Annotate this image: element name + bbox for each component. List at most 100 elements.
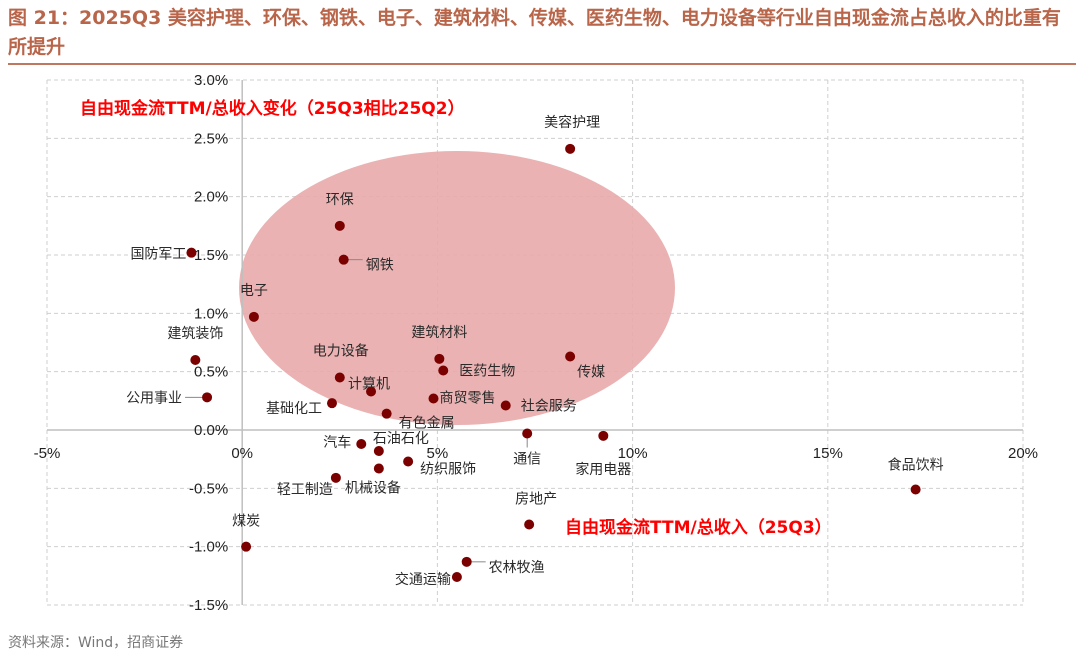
data-point	[381, 408, 392, 419]
source-note: 资料来源：Wind，招商证券	[8, 635, 184, 651]
data-point-group: 房地产	[515, 492, 557, 530]
data-point-group: 家用电器	[575, 430, 631, 478]
data-point	[366, 386, 377, 397]
y-tick-label: -1.0%	[189, 539, 228, 556]
data-label: 煤炭	[232, 514, 260, 530]
x-tick-label: 15%	[813, 445, 843, 462]
data-point	[334, 372, 345, 383]
data-label: 社会服务	[521, 399, 577, 415]
data-label: 通信	[513, 452, 541, 468]
data-point-group: 建筑材料	[411, 325, 467, 364]
data-label: 建筑装饰	[167, 326, 223, 342]
data-point-group: 传媒	[565, 351, 605, 381]
data-label: 汽车	[323, 434, 351, 451]
data-label: 美容护理	[544, 114, 600, 131]
data-point-group: 商贸零售	[428, 391, 495, 407]
data-point	[330, 472, 341, 483]
data-point-group: 计算机	[348, 377, 390, 397]
data-label: 医药生物	[459, 364, 515, 380]
data-label: 国防军工	[130, 247, 186, 263]
data-point	[248, 311, 259, 322]
highlight-ellipse	[239, 151, 675, 425]
data-point-group: 机械设备	[345, 463, 401, 497]
y-tick-label: -0.5%	[189, 480, 228, 497]
data-label: 电力设备	[313, 343, 369, 360]
data-point	[373, 463, 384, 474]
data-label: 传媒	[577, 365, 605, 381]
data-point	[524, 519, 535, 530]
data-point-group: 交通运输	[395, 571, 462, 588]
data-point-group: 纺织服饰	[403, 456, 476, 478]
x-tick-label: 10%	[618, 445, 648, 462]
data-label: 环保	[326, 192, 354, 208]
data-point	[434, 353, 445, 364]
data-point-group: 钢铁	[338, 254, 394, 274]
data-point	[241, 541, 252, 552]
data-label: 轻工制造	[277, 482, 333, 498]
y-tick-label: 2.0%	[194, 189, 228, 206]
data-point	[356, 439, 367, 449]
data-point-group: 通信	[513, 428, 541, 468]
x-axis-title: 自由现金流TTM/总收入（25Q3）	[565, 517, 832, 538]
y-tick-label: 0.5%	[194, 364, 228, 381]
data-label: 农林牧渔	[489, 560, 545, 576]
data-label: 食品饮料	[888, 457, 944, 474]
data-label: 家用电器	[575, 461, 631, 478]
data-point-group: 食品饮料	[888, 457, 944, 495]
y-tick-label: 3.0%	[194, 72, 228, 89]
data-point	[403, 456, 414, 467]
data-label: 计算机	[348, 377, 390, 393]
data-point-group: 汽车	[323, 434, 367, 451]
data-label: 石油石化	[373, 431, 429, 447]
x-tick-label: -5%	[34, 445, 61, 462]
data-point	[451, 572, 462, 582]
data-point-group: 有色金属	[381, 408, 455, 432]
x-tick-label: 0%	[231, 445, 253, 462]
data-label: 纺织服饰	[420, 462, 476, 478]
data-point	[910, 484, 921, 495]
data-point-group: 美容护理	[544, 114, 600, 154]
data-label: 交通运输	[395, 571, 451, 588]
title-divider	[8, 63, 1076, 65]
data-point-group: 公用事业	[126, 390, 213, 406]
data-point-group: 电力设备	[313, 343, 369, 383]
tick-labels: -5% 0% 5% 10% 15% 20% 3.0% 2.5% 2.0% 1.5% 1.0% 0.5%…	[34, 72, 1038, 614]
data-point	[338, 254, 349, 265]
data-label: 基础化工	[266, 400, 322, 417]
data-point-group: 国防军工	[130, 247, 197, 263]
data-label: 建筑材料	[411, 325, 467, 341]
data-point-group: 环保	[326, 192, 354, 231]
data-point-group: 社会服务	[500, 399, 577, 415]
y-tick-label: -1.5%	[189, 597, 228, 614]
data-point	[598, 430, 609, 441]
x-tick-label: 20%	[1008, 445, 1038, 462]
data-label: 有色金属	[399, 415, 455, 432]
data-point-group: 农林牧渔	[461, 556, 545, 576]
data-point-group: 基础化工	[266, 398, 337, 417]
data-point	[334, 220, 345, 231]
data-label: 机械设备	[345, 480, 401, 497]
data-point	[202, 392, 213, 403]
axes	[47, 80, 1023, 605]
y-axis-title: 自由现金流TTM/总收入变化（25Q3相比25Q2）	[80, 98, 465, 119]
data-point	[190, 355, 201, 365]
data-label: 电子	[240, 283, 268, 299]
data-label: 钢铁	[366, 258, 394, 274]
y-tick-label: 1.0%	[194, 305, 228, 322]
y-tick-label: 2.5%	[194, 130, 228, 147]
data-point-group: 石油石化	[373, 431, 429, 456]
y-tick-label: 0.0%	[194, 422, 228, 439]
data-label: 公用事业	[126, 390, 182, 406]
data-point-group: 轻工制造	[277, 472, 341, 498]
data-label: 商贸零售	[439, 391, 495, 407]
y-tick-label: 1.5%	[194, 247, 228, 264]
data-point	[565, 143, 576, 154]
data-point	[186, 247, 197, 258]
figure-title: 图 21：2025Q3 美容护理、环保、钢铁、电子、建筑材料、传媒、医药生物、电…	[8, 7, 1061, 58]
data-label: 房地产	[515, 492, 557, 508]
data-point-group: 电子	[240, 283, 268, 322]
data-point	[438, 365, 449, 376]
data-point-group: 煤炭	[232, 514, 260, 552]
data-point	[428, 393, 439, 404]
